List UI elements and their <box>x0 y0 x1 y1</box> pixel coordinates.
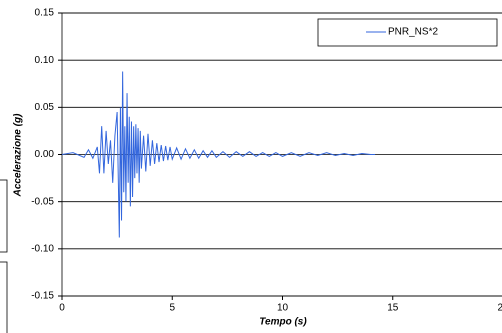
x-tick-label: 10 <box>277 303 289 314</box>
y-tick-label: 0.05 <box>35 102 55 113</box>
x-tick-label: 5 <box>169 303 175 314</box>
legend-box <box>317 18 498 47</box>
y-tick-label: 0.00 <box>35 149 55 160</box>
x-tick-label: 0 <box>59 303 65 314</box>
y-tick-label: 0.10 <box>35 55 55 66</box>
y-tick-label: -0.10 <box>31 243 54 254</box>
x-tick-label: 15 <box>387 303 399 314</box>
y-axis-title: Accelerazione (g) <box>13 113 24 197</box>
x-tick-label: 20 <box>497 303 502 314</box>
y-tick-label: 0.15 <box>35 8 55 19</box>
side-box <box>0 179 8 253</box>
side-box <box>0 261 8 333</box>
y-tick-label: -0.05 <box>31 196 54 207</box>
y-tick-label: -0.15 <box>31 291 54 302</box>
x-axis-title: Tempo (s) <box>259 317 307 328</box>
legend-label: PNR_NS*2 <box>388 27 438 38</box>
series-line <box>61 71 376 238</box>
